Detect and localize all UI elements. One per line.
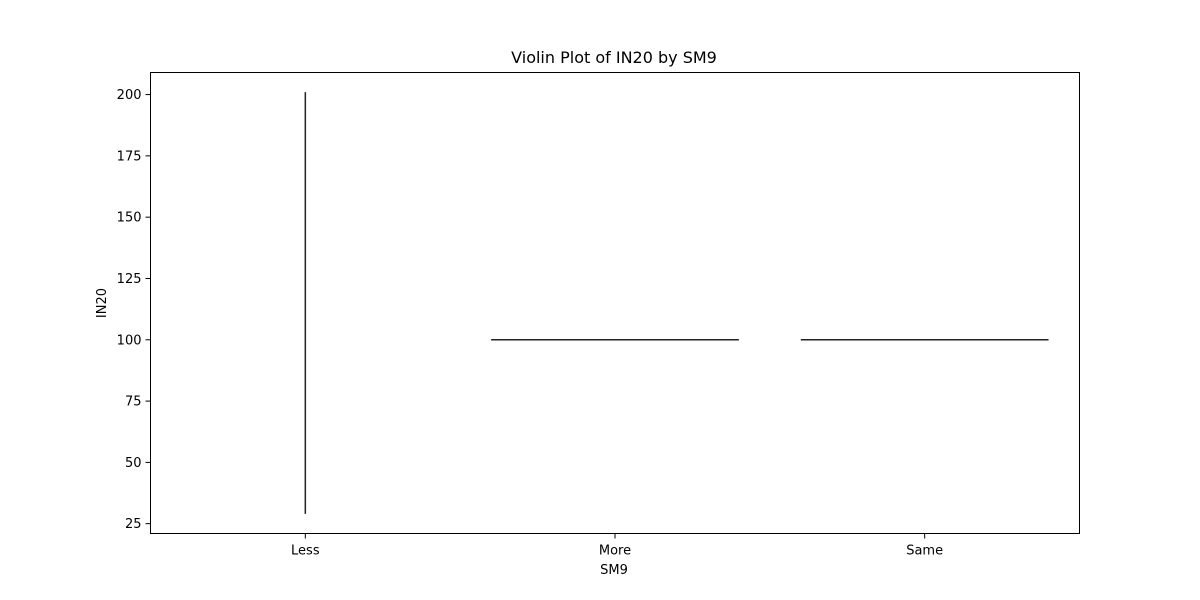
- plot-frame: [150, 72, 1080, 534]
- y-tick-label: 125: [117, 272, 142, 287]
- y-tick-label: 200: [117, 88, 142, 103]
- x-axis-label: SM9: [600, 563, 628, 578]
- y-tick-label: 75: [125, 395, 142, 410]
- x-tick-label: Same: [906, 544, 943, 559]
- y-tick-label: 100: [117, 333, 142, 348]
- x-axis: Less More Same: [291, 533, 943, 559]
- y-tick-label: 150: [117, 211, 142, 226]
- y-tick-label: 175: [117, 149, 142, 164]
- x-tick-label: Less: [291, 544, 320, 559]
- chart-title: Violin Plot of IN20 by SM9: [511, 48, 717, 67]
- violin-group: [304, 92, 1049, 514]
- y-axis-label: IN20: [95, 288, 110, 318]
- y-axis: 25 50 75 100 125 150 175 200: [117, 88, 151, 532]
- y-tick-label: 25: [125, 517, 142, 532]
- x-tick-label: More: [599, 544, 631, 559]
- y-tick-label: 50: [125, 456, 142, 471]
